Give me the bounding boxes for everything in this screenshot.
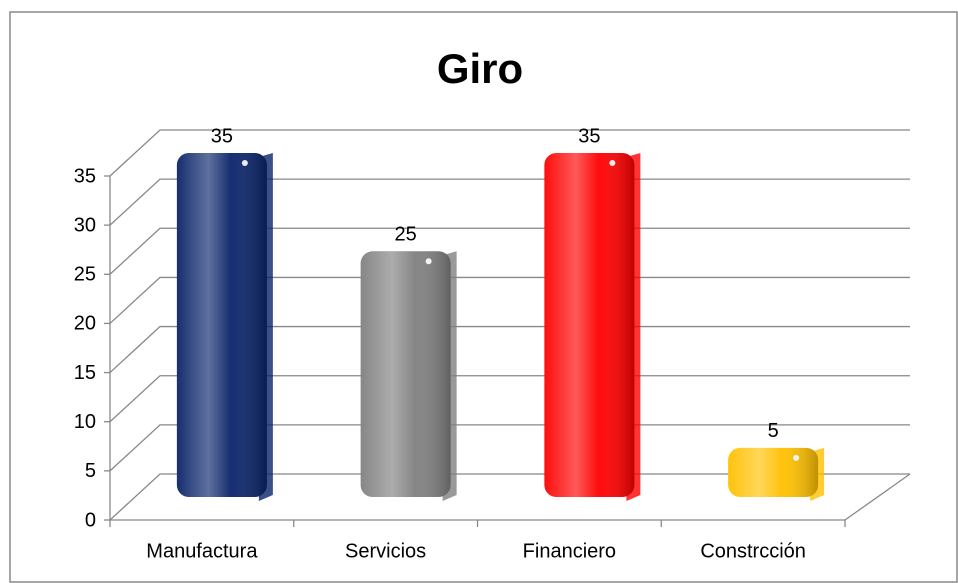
- y-tick-label: 30: [74, 214, 96, 236]
- chart-title: Giro: [437, 45, 523, 92]
- bar-shine: [176, 153, 267, 497]
- bar-highlight: [241, 160, 248, 166]
- grid-line: [109, 129, 910, 177]
- grid-line: [109, 424, 910, 472]
- y-tick-label: 10: [74, 411, 96, 433]
- bar-shine: [728, 447, 819, 497]
- y-tick-label: 5: [85, 460, 96, 482]
- bar-highlight: [793, 454, 800, 461]
- data-label: 35: [211, 125, 233, 147]
- data-label: 5: [768, 420, 779, 442]
- grid-line: [109, 473, 910, 521]
- x-tick-label: Constrcción: [700, 540, 806, 562]
- grid-line: [109, 276, 910, 324]
- data-label: 35: [578, 125, 600, 147]
- bar-highlight: [425, 258, 432, 265]
- x-tick-label: Manufactura: [146, 540, 258, 562]
- x-tick-label: Servicios: [345, 540, 426, 562]
- bar-highlight: [609, 160, 616, 166]
- bar-shine: [544, 153, 635, 497]
- y-tick-label: 15: [74, 362, 96, 384]
- y-tick-label: 35: [74, 165, 96, 187]
- y-tick-label: 0: [85, 509, 96, 531]
- grid-line: [109, 178, 910, 226]
- y-tick-label: 20: [74, 313, 96, 335]
- grid-line: [109, 325, 910, 374]
- x-tick-label: Financiero: [523, 540, 616, 562]
- grid-line: [109, 227, 910, 275]
- data-label: 25: [395, 224, 417, 246]
- grid-line: [109, 375, 910, 423]
- y-tick-label: 25: [74, 264, 96, 286]
- bar-shine: [360, 251, 451, 497]
